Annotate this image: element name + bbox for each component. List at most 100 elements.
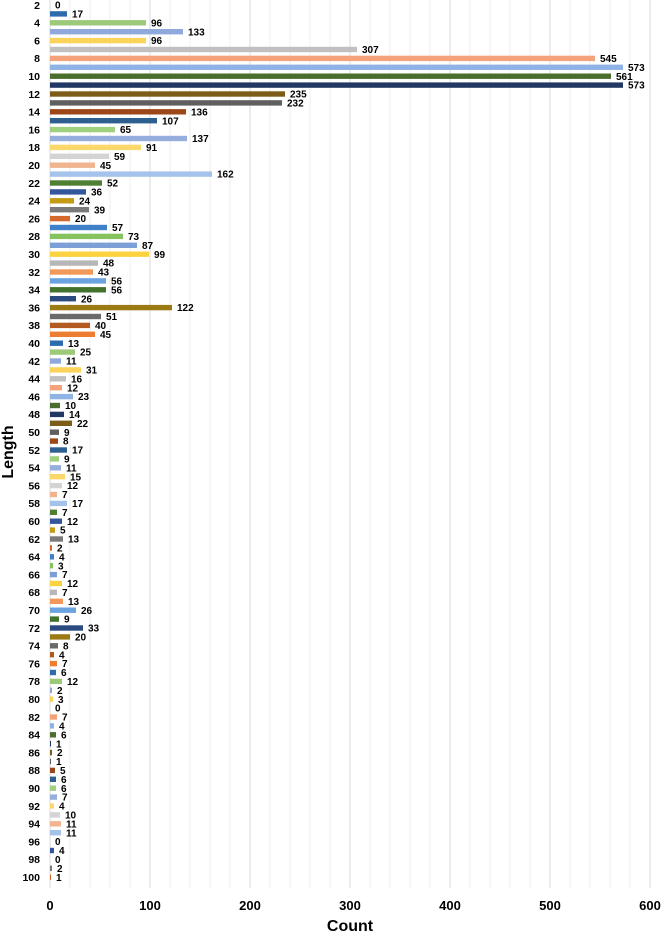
bar [50, 785, 56, 791]
bar [50, 340, 63, 346]
y-tick-label: 40 [28, 338, 40, 350]
data-label: 87 [142, 241, 154, 252]
data-label: 7 [62, 659, 68, 670]
data-label: 6 [61, 730, 67, 741]
data-label: 133 [188, 27, 205, 38]
bar [50, 652, 54, 658]
bar [50, 616, 59, 622]
data-label: 59 [114, 152, 126, 163]
data-label: 11 [66, 463, 77, 474]
bar [50, 474, 65, 480]
bar [50, 29, 183, 35]
data-label: 11 [66, 828, 77, 839]
bar [50, 287, 106, 293]
x-axis-title: Count [327, 918, 374, 935]
data-label: 0 [55, 704, 61, 715]
y-tick-label: 66 [28, 569, 40, 581]
bar [50, 296, 76, 302]
y-tick-label: 22 [28, 178, 40, 190]
data-label: 39 [94, 205, 106, 216]
bar [50, 207, 89, 213]
data-label: 4 [59, 802, 65, 813]
data-label: 10 [65, 401, 77, 412]
data-label: 2 [57, 864, 63, 875]
y-tick-label: 48 [28, 409, 40, 421]
data-label: 307 [362, 45, 379, 56]
y-tick-label: 36 [28, 302, 40, 314]
data-label: 162 [217, 170, 234, 181]
x-tick-label: 100 [139, 898, 161, 913]
y-tick-label: 94 [28, 819, 40, 831]
data-label: 26 [81, 294, 93, 305]
data-label: 20 [75, 214, 87, 225]
bar [50, 144, 141, 151]
bar [50, 634, 70, 640]
y-tick-label: 88 [28, 765, 40, 777]
data-label: 4 [59, 552, 65, 563]
data-label: 7 [62, 713, 68, 724]
y-tick-label: 30 [28, 249, 40, 261]
y-tick-label: 10 [28, 71, 40, 83]
gridlines [49, 0, 651, 888]
bar [50, 411, 64, 418]
y-tick-label: 34 [28, 285, 40, 297]
data-label: 8 [63, 641, 69, 652]
data-label: 10 [65, 811, 77, 822]
y-tick-label: 68 [28, 587, 40, 599]
data-label: 73 [128, 232, 140, 243]
bar [50, 678, 62, 685]
y-tick-label: 32 [28, 267, 40, 279]
x-tick-label: 200 [239, 898, 261, 913]
bar [50, 82, 623, 88]
data-label: 7 [62, 793, 68, 804]
bar [50, 812, 60, 818]
bar [50, 215, 70, 222]
bar [50, 180, 102, 186]
bar [50, 126, 115, 133]
bar [50, 73, 611, 79]
bars: 0179613396307545573561573235232136107651… [50, 1, 645, 884]
bar [50, 349, 75, 355]
y-tick-label: 20 [28, 160, 40, 172]
bar [50, 100, 282, 106]
data-label: 9 [64, 428, 70, 439]
data-label: 11 [66, 819, 77, 830]
data-label: 13 [68, 535, 80, 546]
data-label: 16 [71, 374, 83, 385]
y-tick-label: 46 [28, 391, 40, 403]
bar [50, 732, 56, 738]
bar [50, 536, 63, 542]
y-tick-label: 16 [28, 124, 40, 136]
data-label: 45 [100, 330, 112, 341]
data-label: 56 [111, 277, 123, 288]
data-label: 33 [88, 624, 100, 635]
data-label: 91 [146, 143, 158, 154]
bar [50, 554, 54, 560]
y-tick-label: 100 [22, 872, 40, 884]
y-tick-label: 52 [28, 445, 40, 457]
bar [50, 847, 54, 854]
bar [50, 402, 60, 409]
y-tick-label: 18 [28, 142, 40, 154]
y-tick-label: 26 [28, 213, 40, 225]
data-label: 2 [57, 544, 63, 555]
bar [50, 385, 62, 391]
bar [50, 643, 58, 649]
data-label: 4 [59, 722, 65, 733]
y-tick-label: 74 [28, 641, 40, 653]
data-label: 99 [154, 250, 166, 261]
bar [50, 660, 57, 667]
y-tick-label: 76 [28, 658, 40, 670]
data-label: 122 [177, 303, 194, 314]
data-label: 1 [56, 873, 62, 884]
x-tick-labels: 0 100 200 300 400 500 600 [46, 898, 660, 913]
bar [50, 527, 55, 533]
bar [50, 358, 61, 364]
y-tick-label: 2 [34, 0, 40, 12]
data-label: 51 [106, 312, 118, 323]
bar [50, 331, 95, 337]
bar [50, 749, 52, 756]
bar [50, 367, 81, 373]
bar [50, 37, 146, 44]
bar [50, 162, 95, 168]
